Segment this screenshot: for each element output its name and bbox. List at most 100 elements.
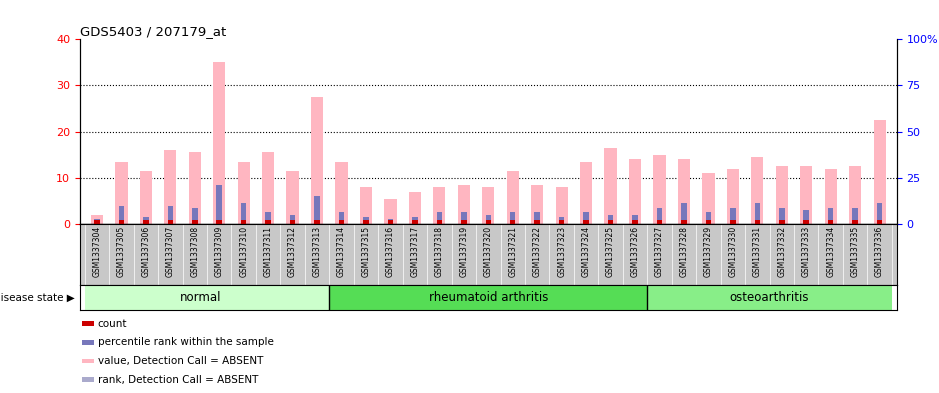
Bar [583,220,589,224]
Bar [608,215,613,224]
Bar [94,220,100,224]
Bar [412,220,418,224]
Bar [559,220,564,224]
Bar [559,217,564,224]
Bar [437,213,442,224]
Bar [94,219,100,224]
Bar [360,187,372,224]
Bar [678,159,690,224]
Bar [556,187,568,224]
Text: count: count [98,319,127,329]
Text: GSM1337304: GSM1337304 [92,226,101,277]
Bar [457,185,470,224]
Text: percentile rank within the sample: percentile rank within the sample [98,338,273,347]
Text: GSM1337315: GSM1337315 [362,226,371,277]
Bar [534,213,540,224]
Bar [408,192,421,224]
Text: GSM1337324: GSM1337324 [581,226,591,277]
Bar [363,217,369,224]
Text: GSM1337336: GSM1337336 [875,226,885,277]
Bar [83,340,94,345]
Bar [702,173,715,224]
Bar [654,155,666,224]
Text: disease state ▶: disease state ▶ [0,293,75,303]
Text: GSM1337319: GSM1337319 [459,226,469,277]
Bar [241,203,246,224]
Bar [262,152,274,224]
Bar [629,159,641,224]
Bar [189,152,201,224]
Bar [217,220,222,224]
Bar [315,220,320,224]
Bar [727,169,739,224]
Text: GSM1337311: GSM1337311 [264,226,272,277]
Text: GSM1337327: GSM1337327 [655,226,664,277]
Bar [384,198,396,224]
Bar [363,220,369,224]
Text: GSM1337308: GSM1337308 [191,226,199,277]
Bar [877,203,883,224]
Bar [241,220,246,224]
Bar [828,208,834,224]
Bar [531,185,544,224]
Bar [167,220,173,224]
Text: GSM1337318: GSM1337318 [435,226,444,277]
Bar [290,220,296,224]
Text: GSM1337307: GSM1337307 [166,226,175,277]
Text: GSM1337314: GSM1337314 [337,226,346,277]
Bar [485,220,491,224]
Bar [330,285,647,310]
Text: GSM1337334: GSM1337334 [826,226,835,277]
Text: GSM1337312: GSM1337312 [288,226,297,277]
Bar [534,220,540,224]
Text: GSM1337335: GSM1337335 [851,226,860,277]
Text: GSM1337331: GSM1337331 [753,226,762,277]
Bar [580,162,593,224]
Text: GSM1337316: GSM1337316 [386,226,395,277]
Bar [388,219,393,224]
Bar [824,169,837,224]
Bar [143,220,148,224]
Text: rank, Detection Call = ABSENT: rank, Detection Call = ABSENT [98,375,258,385]
Bar [849,166,861,224]
Bar [681,203,686,224]
Text: GSM1337310: GSM1337310 [239,226,248,277]
Bar [656,220,662,224]
Bar [681,220,686,224]
Bar [755,220,760,224]
Text: osteoarthritis: osteoarthritis [730,291,809,304]
Bar [776,166,788,224]
Text: GSM1337323: GSM1337323 [557,226,566,277]
Bar [510,213,516,224]
Bar [290,215,296,224]
Bar [461,220,467,224]
Bar [608,220,613,224]
Text: GSM1337305: GSM1337305 [116,226,126,277]
Bar [437,220,442,224]
Bar [853,208,858,224]
Bar [755,203,760,224]
Bar [706,213,711,224]
Text: normal: normal [180,291,222,304]
Text: GSM1337325: GSM1337325 [606,226,615,277]
Bar [140,171,152,224]
Bar [91,215,103,224]
Bar [335,162,347,224]
Bar [266,220,270,224]
Bar [315,196,320,224]
Bar [339,213,345,224]
Bar [339,220,345,224]
Text: GSM1337330: GSM1337330 [729,226,737,277]
Bar [656,208,662,224]
Bar [388,220,393,224]
Bar [804,220,809,224]
Text: GSM1337309: GSM1337309 [215,226,223,277]
Bar [485,215,491,224]
Bar [779,208,785,224]
Text: GSM1337322: GSM1337322 [532,226,542,277]
Text: GSM1337320: GSM1337320 [484,226,493,277]
Bar [115,162,128,224]
Bar [632,220,638,224]
Bar [507,171,519,224]
Bar [804,210,809,224]
